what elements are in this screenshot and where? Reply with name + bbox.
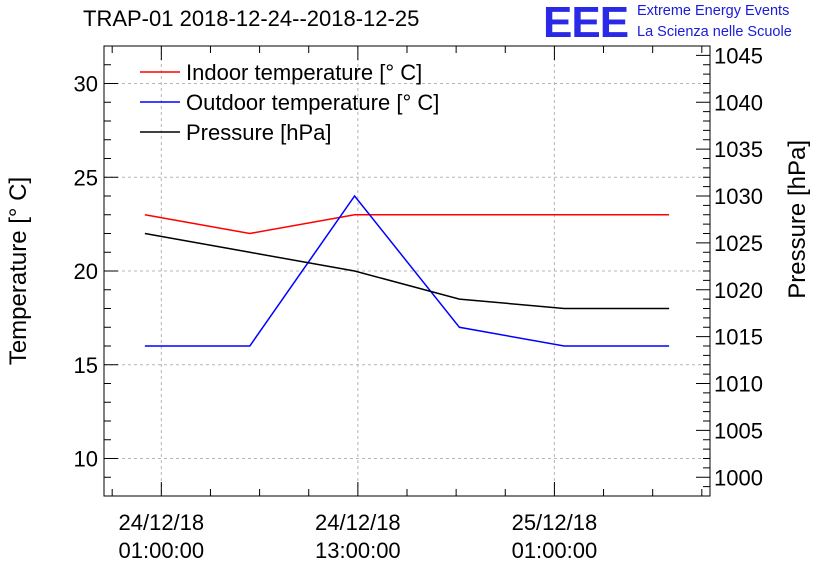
right-axis-tick-label: 1040 [714,90,763,115]
logo-line-1: Extreme Energy Events [637,3,790,19]
x-axis-date-label: 24/12/18 [315,510,401,535]
right-axis-title: Pressure [hPa] [784,140,811,299]
right-axis-tick-label: 1015 [714,325,763,350]
right-axis-tick-label: 1030 [714,184,763,209]
left-axis-tick-label: 25 [74,165,98,190]
left-axis-tick-label: 20 [74,259,98,284]
right-axis-tick-label: 1000 [714,465,763,490]
series-line-1 [144,194,670,347]
right-axis-tick-label: 1035 [714,137,763,162]
left-axis-tick-label: 30 [74,72,98,97]
right-axis-tick-label: 1025 [714,231,763,256]
left-axis-tick-label: 10 [74,447,98,472]
chart-title: TRAP-01 2018-12-24--2018-12-25 [83,6,420,31]
legend-label-0: Indoor temperature [° C] [186,60,422,85]
x-axis-date-label: 25/12/18 [512,510,598,535]
legend-label-1: Outdoor temperature [° C] [186,90,439,115]
eee-logo: EEE [543,0,629,47]
series-line-0 [144,214,670,235]
right-axis-tick-label: 1045 [714,43,763,68]
left-axis-title: Temperature [° C] [5,177,32,365]
series-line-2 [144,232,670,310]
right-axis-tick-label: 1010 [714,372,763,397]
x-axis-date-label: 24/12/18 [119,510,205,535]
logo-line-2: La Scienza nelle Scuole [637,24,792,40]
x-axis-time-label: 13:00:00 [315,538,401,563]
right-axis-tick-label: 1005 [714,418,763,443]
right-axis-tick-label: 1020 [714,278,763,303]
legend-label-2: Pressure [hPa] [186,120,332,145]
left-axis-tick-label: 15 [74,353,98,378]
x-axis-time-label: 01:00:00 [119,538,205,563]
x-axis-time-label: 01:00:00 [512,538,598,563]
